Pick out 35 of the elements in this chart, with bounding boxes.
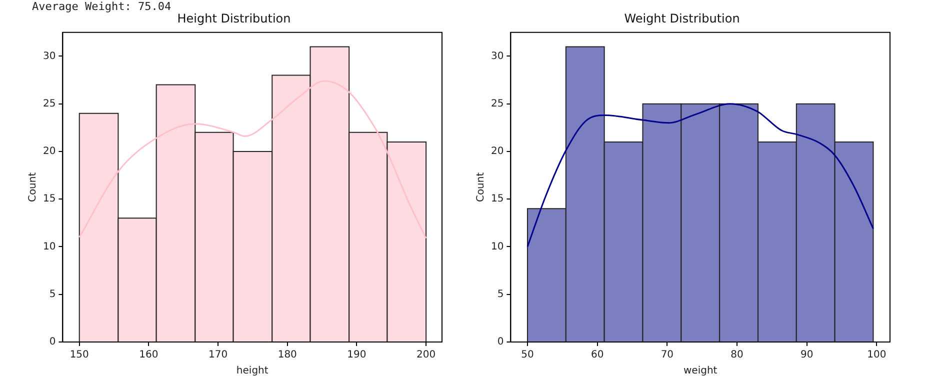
y-tick-label: 0 (497, 336, 504, 348)
x-tick-label: 190 (347, 350, 366, 361)
y-tick-label: 20 (490, 146, 504, 158)
y-tick-label: 10 (490, 241, 504, 252)
x-tick-label: 180 (278, 350, 297, 361)
x-tick-label: 200 (416, 350, 436, 361)
x-tick-label: 80 (730, 350, 744, 361)
y-tick-label: 10 (42, 241, 56, 252)
y-tick-label: 25 (42, 98, 56, 110)
x-tick-label: 60 (590, 350, 604, 361)
line-series (78, 80, 427, 239)
x-tick-label: 50 (521, 350, 534, 361)
y-tick-label: 30 (490, 50, 504, 62)
x-tick-label: 100 (867, 350, 886, 361)
y-tick-label: 5 (497, 288, 504, 300)
x-tick-label: 90 (800, 350, 814, 361)
y-axis-title: Count (28, 172, 39, 202)
line-series (526, 103, 874, 248)
x-tick-label: 70 (660, 350, 674, 361)
y-tick-label: 0 (49, 336, 56, 348)
chart-title: Height Distribution (177, 11, 291, 26)
y-tick-label: 15 (42, 194, 56, 205)
y-tick-label: 30 (42, 50, 56, 62)
y-tick-label: 20 (42, 146, 56, 158)
x-tick-label: 160 (139, 350, 158, 361)
y-tick-label: 15 (490, 194, 504, 205)
y-tick-label: 25 (490, 98, 504, 110)
text: Average Weight: 75.04 (32, 0, 172, 13)
y-axis-title: Count (476, 172, 487, 202)
x-tick-label: 170 (208, 350, 228, 361)
chart-title: Weight Distribution (624, 11, 740, 26)
y-tick-label: 5 (49, 288, 56, 300)
x-axis-title: weight (684, 366, 718, 377)
x-axis-title: height (236, 366, 268, 377)
x-tick-label: 150 (70, 350, 89, 361)
